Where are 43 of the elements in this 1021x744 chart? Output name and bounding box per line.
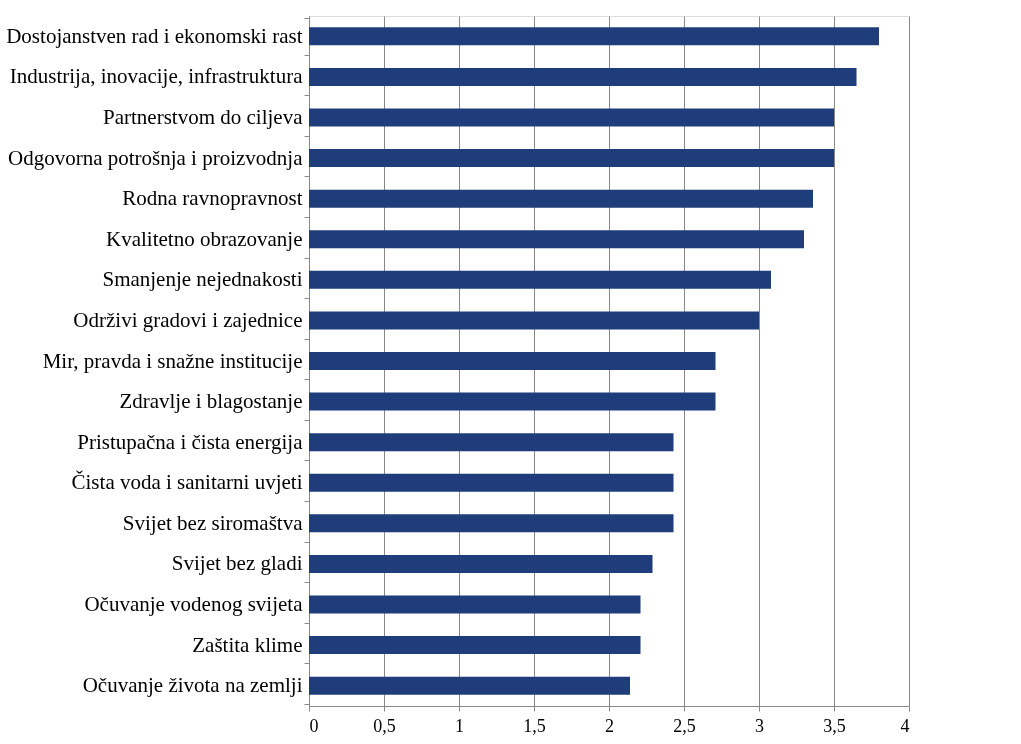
x-tick-label: 1 [455, 715, 464, 736]
bar [309, 392, 716, 411]
bar [309, 514, 674, 533]
y-tick-label: Svijet bez gladi [171, 551, 303, 576]
bar [309, 230, 804, 249]
x-tick-label: 3 [755, 715, 764, 736]
y-tick-label: Dostojanstven rad i ekonomski rast [6, 23, 303, 48]
y-tick-label: Odgovorna potrošnja i proizvodnja [7, 145, 304, 170]
y-tick-label: Kvalitetno obrazovanje [105, 226, 303, 251]
bar [309, 311, 759, 330]
y-tick-label: Očuvanje života na zemlji [82, 673, 303, 698]
bar [309, 67, 857, 86]
bar [309, 433, 674, 452]
bar [309, 149, 834, 168]
y-tick-label: Očuvanje vodenog svijeta [84, 592, 304, 617]
y-tick-label: Rodna ravnopravnost [122, 186, 303, 211]
x-tick-label: 0 [309, 715, 319, 736]
x-tick-label: 0,5 [373, 715, 396, 736]
x-tick-label: 2,5 [673, 715, 696, 736]
y-tick-label: Industrija, inovacije, infrastruktura [9, 64, 304, 89]
y-tick-label: Zdravlje i blagostanje [119, 389, 303, 414]
x-tick-label: 3,5 [823, 715, 846, 736]
x-tick-label: 4 [900, 715, 910, 736]
bar [309, 108, 834, 127]
bar [309, 352, 716, 370]
y-tick-label: Svijet bez siromaštva [122, 510, 304, 535]
bar [309, 27, 879, 46]
y-tick-label: Održivi gradovi i zajednice [73, 307, 303, 332]
y-tick-label: Čista voda i sanitarni uvjeti [71, 470, 303, 495]
bar [309, 595, 641, 614]
bar [309, 270, 771, 289]
y-tick-label: Smanjenje nejednakosti [102, 267, 303, 292]
y-tick-label: Zaštita klime [192, 632, 303, 657]
y-tick-label: Mir, pravda i snažne institucije [42, 348, 303, 373]
bar [309, 189, 813, 208]
y-tick-label: Partnerstvom do ciljeva [103, 104, 304, 129]
bar [309, 676, 630, 695]
bar [309, 636, 641, 655]
y-tick-label: Pristupačna i čista energija [77, 429, 304, 454]
x-tick-label: 2 [605, 715, 614, 736]
bar [309, 554, 653, 573]
x-tick-label: 1,5 [523, 715, 546, 736]
bar [309, 473, 674, 492]
